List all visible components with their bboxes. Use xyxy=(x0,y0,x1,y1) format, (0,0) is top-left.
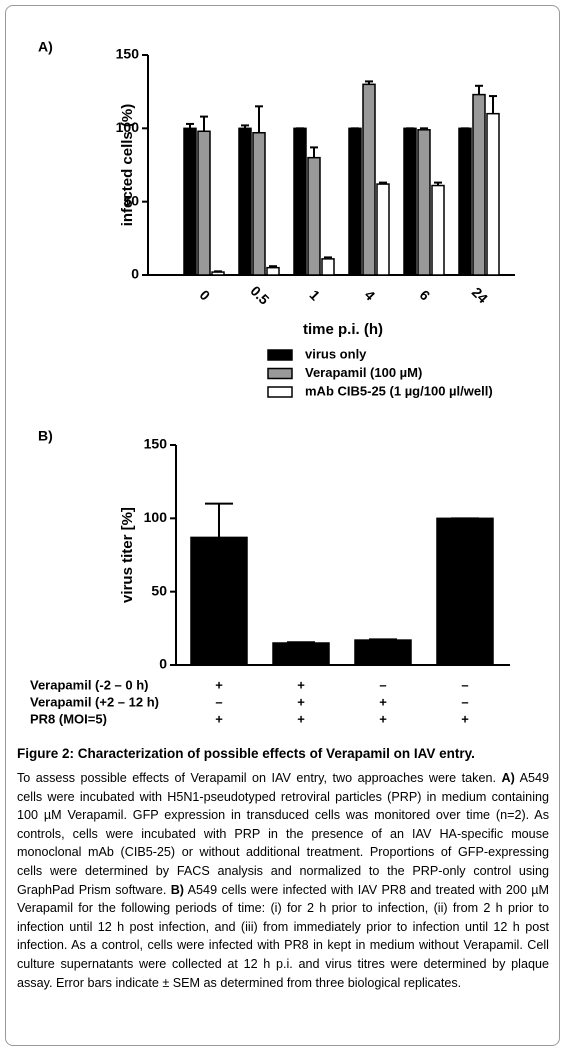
panel-label: A) xyxy=(38,39,53,55)
x-tick-label: 1 xyxy=(307,287,324,304)
y-tick-label: 50 xyxy=(123,192,139,208)
caption: Figure 2: Characterization of possible e… xyxy=(17,746,549,992)
treatment-label: Verapamil (+2 – 12 h) xyxy=(30,694,159,709)
bar xyxy=(197,130,211,276)
x-tick-label: 0 xyxy=(197,287,214,304)
bar xyxy=(436,517,494,666)
bar xyxy=(307,156,321,276)
legend-swatch xyxy=(267,349,293,361)
bar xyxy=(190,536,248,666)
treatment-sign: + xyxy=(215,677,223,692)
y-tick-label: 0 xyxy=(159,656,167,672)
y-axis-label: virus titer [%] xyxy=(119,507,136,603)
bar xyxy=(211,271,225,276)
treatment-label: PR8 (MOI=5) xyxy=(30,711,107,726)
x-axis-label: time p.i. (h) xyxy=(303,321,383,338)
bar xyxy=(238,127,252,276)
bar xyxy=(486,112,500,276)
bar xyxy=(417,129,431,276)
bar xyxy=(183,127,197,276)
x-tick-label: 0.5 xyxy=(247,283,272,308)
bar xyxy=(272,642,330,666)
treatment-sign: – xyxy=(379,677,386,692)
caption-text: A549 cells were incubated with H5N1-pseu… xyxy=(17,771,550,897)
caption-body: To assess possible effects of Verapamil … xyxy=(17,769,549,992)
caption-text: A549 cells were infected with IAV PR8 an… xyxy=(17,882,550,990)
panel-label: B) xyxy=(38,428,53,444)
treatment-sign: + xyxy=(379,694,387,709)
y-tick-label: 100 xyxy=(144,509,168,525)
bar xyxy=(293,127,307,276)
bar xyxy=(354,639,412,666)
bar xyxy=(266,266,280,276)
legend-label: mAb CIB5-25 (1 µg/100 µl/well) xyxy=(305,383,493,398)
legend-label: virus only xyxy=(305,346,367,361)
treatment-sign: – xyxy=(215,694,222,709)
y-tick-label: 0 xyxy=(131,266,139,282)
y-tick-label: 50 xyxy=(151,582,167,598)
treatment-sign: + xyxy=(461,711,469,726)
caption-panel: A) xyxy=(501,771,515,785)
caption-panel: B) xyxy=(170,882,184,897)
bar xyxy=(431,184,445,276)
bar xyxy=(458,127,472,276)
x-tick-label: 4 xyxy=(362,287,379,304)
treatment-sign: + xyxy=(297,694,305,709)
treatment-sign: + xyxy=(215,711,223,726)
treatment-sign: – xyxy=(461,694,468,709)
y-axis-label: infected cells (%) xyxy=(119,104,136,227)
bar xyxy=(376,183,390,276)
bar xyxy=(362,83,376,276)
y-tick-label: 150 xyxy=(116,46,140,62)
y-tick-label: 100 xyxy=(116,119,140,135)
legend-label: Verapamil (100 µM) xyxy=(305,365,422,380)
treatment-sign: + xyxy=(379,711,387,726)
bar xyxy=(348,127,362,276)
y-tick-label: 150 xyxy=(144,436,168,452)
caption-text: To assess possible effects of Verapamil … xyxy=(17,771,496,785)
figure-charts: A) 0 50 100 150 infected cells (%) 0 0.5 1 4 6 24 ti… xyxy=(30,39,515,726)
treatment-label: Verapamil (-2 – 0 h) xyxy=(30,677,149,692)
bar xyxy=(321,258,335,276)
x-tick-label: 24 xyxy=(469,284,491,306)
treatment-sign: – xyxy=(461,677,468,692)
figure-frame xyxy=(5,5,560,1046)
bar xyxy=(403,127,417,276)
treatment-sign: + xyxy=(297,677,305,692)
caption-title: Figure 2: Characterization of possible e… xyxy=(17,746,475,761)
treatment-sign: + xyxy=(297,711,305,726)
legend-swatch xyxy=(267,386,293,398)
bar xyxy=(252,131,266,276)
bar xyxy=(472,93,486,276)
legend-swatch xyxy=(267,367,293,380)
x-tick-label: 6 xyxy=(417,287,434,304)
